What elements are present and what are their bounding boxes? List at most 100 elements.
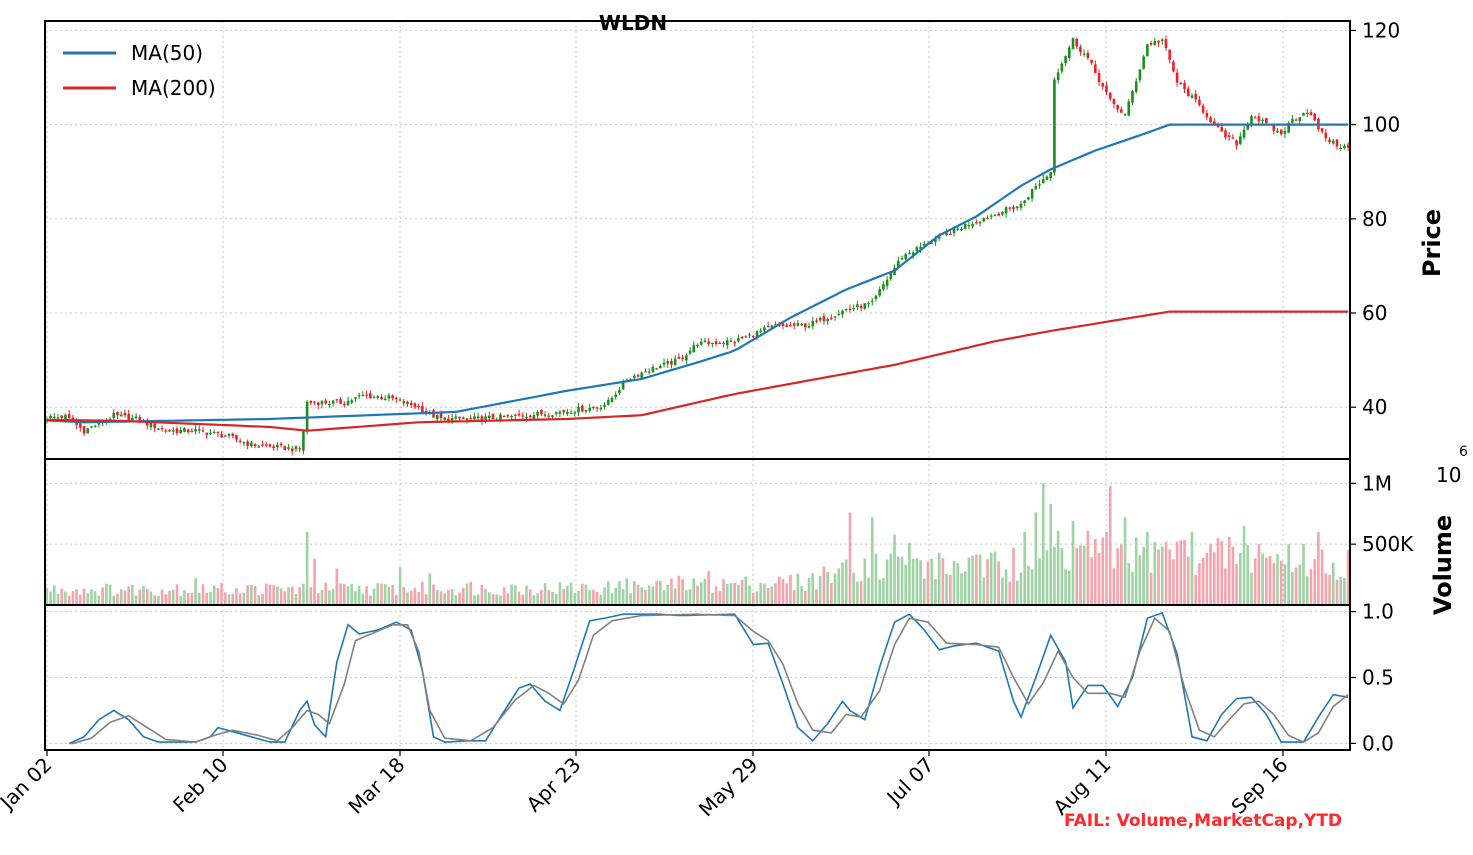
volume-bar [209,592,212,605]
candle-body [804,323,807,328]
candle-body [458,416,461,419]
volume-bar [134,595,138,605]
volume-bar [770,586,774,605]
volume-bar [525,585,528,605]
volume-bar [659,580,662,605]
candle-body [1172,61,1175,72]
candle-body [64,414,67,420]
volume-bar [64,591,67,605]
candle-body [781,323,785,327]
volume-bar [450,589,454,605]
volume-bar [1294,567,1298,605]
candle-body [632,375,636,379]
candle-body [989,215,993,217]
volume-bar [1198,563,1201,605]
candle-body [599,407,603,410]
volume-bar [313,558,316,605]
candle-body [566,411,569,414]
volume-bar [90,589,93,605]
volume-bar [606,581,610,605]
candle-body [837,313,841,315]
candle-body [487,415,491,419]
candle-body [606,400,610,405]
candle-body [383,398,387,401]
candle-body [447,418,450,422]
candle-body [1201,105,1205,113]
candle-body [186,429,190,433]
candle-body [421,406,424,413]
candle-body [201,430,205,432]
volume-bar [662,590,666,605]
volume-bar [447,590,450,605]
volume-bar [722,578,725,605]
candle-body [1086,52,1090,58]
volume-bar [655,581,658,605]
volume-bar [168,590,171,605]
volume-bar [543,583,547,605]
candle-body [975,222,978,224]
candle-body [558,411,562,414]
volume-bar [1056,530,1060,605]
volume-bar [1094,538,1097,605]
volume-bar [1242,525,1246,605]
volume-bar [1227,536,1231,605]
volume-bar [1134,537,1138,605]
candle-body [231,433,235,436]
volume-bar [1279,560,1283,605]
volume-bar [454,595,458,605]
volume-bar [484,588,487,605]
volume-bar [365,586,368,605]
volume-bar [1064,569,1067,605]
candle-body [714,341,718,344]
volume-bar [1079,545,1082,605]
candle-body [339,399,342,404]
volume-bar [1038,558,1041,605]
volume-bar [435,589,439,605]
candle-body [1019,203,1023,208]
volume-bar [1209,543,1212,605]
candle-body [863,303,867,309]
candle-body [279,443,283,446]
candle-body [499,414,502,420]
volume-bar [792,590,796,605]
candle-body [517,413,521,416]
volume-bar [354,591,357,605]
volume-bar [279,588,283,605]
volume-bar [302,583,305,605]
volume-bar [1320,549,1324,605]
volume-bar [975,554,978,605]
candle-body [1049,172,1053,179]
volume-bar [369,595,372,605]
x-tick-label: Jul 07 [881,753,939,811]
candle-body [1012,206,1015,210]
volume-bar [844,559,848,605]
volume-bar [751,592,755,605]
candle-body [521,415,525,417]
candle-body [149,422,153,428]
candle-body [815,320,818,322]
candle-body [904,254,908,260]
candle-body [766,325,770,328]
candle-body [320,401,324,405]
volume-bar [268,584,272,605]
volume-bar [499,595,502,605]
candle-body [800,324,803,326]
candle-body [502,415,506,417]
volume-bar [131,584,134,605]
candle-body [744,336,748,338]
volume-bar [603,587,606,605]
volume-bar [432,584,435,605]
candle-body [960,228,963,231]
candle-body [1153,40,1157,45]
candle-body [986,217,989,220]
volume-bar [465,583,469,605]
candle-body [536,411,539,416]
candle-body [751,336,755,338]
candle-body [722,342,725,345]
candle-body [826,319,829,322]
candle-body [874,295,878,299]
volume-bar [878,579,881,605]
candle-body [982,218,986,222]
volume-bar [216,587,220,605]
volume-bar [599,594,603,605]
